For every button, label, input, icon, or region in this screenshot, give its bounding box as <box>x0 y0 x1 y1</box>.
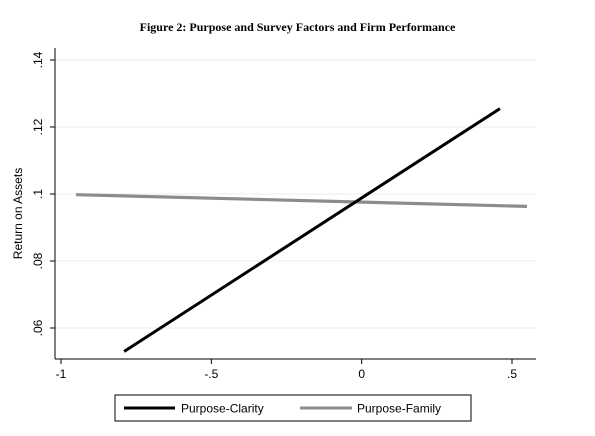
y-tick-label: .1 <box>31 189 45 199</box>
series-line-purpose-family <box>75 193 528 208</box>
chart-title: Figure 2: Purpose and Survey Factors and… <box>139 20 456 34</box>
legend-label: Purpose-Family <box>357 402 441 416</box>
y-tick-label: .08 <box>31 252 45 269</box>
legend: Purpose-Clarity Purpose-Family <box>114 394 472 422</box>
y-axis-label: Return on Assets <box>11 168 25 259</box>
x-axis-ticks: -1 -.5 0 .5 <box>56 359 517 381</box>
y-tick-label: .12 <box>31 118 45 135</box>
x-tick-label: -.5 <box>204 367 218 381</box>
legend-label: Purpose-Clarity <box>181 402 264 416</box>
y-tick-label: .06 <box>31 319 45 336</box>
series-line-purpose-clarity <box>123 107 501 353</box>
x-tick-label: 0 <box>358 367 365 381</box>
x-tick-label: -1 <box>56 367 67 381</box>
gridlines <box>55 59 536 329</box>
series-lines <box>75 107 528 353</box>
y-tick-label: .14 <box>31 51 45 68</box>
x-tick-label: .5 <box>507 367 517 381</box>
y-axis-ticks: .06 .08 .1 .12 .14 <box>31 51 55 336</box>
